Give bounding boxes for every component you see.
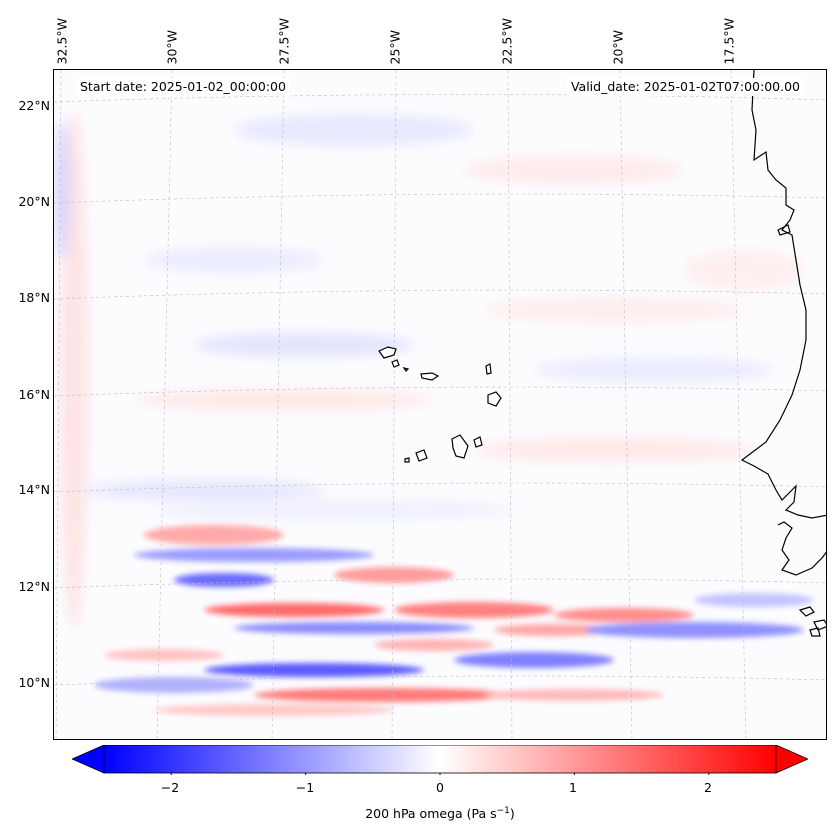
lat-label-20n: 20°N	[18, 194, 50, 209]
colorbar-tick-minus-2: −2	[160, 780, 180, 795]
lat-label-10n: 10°N	[18, 675, 50, 690]
colorbar-tick-1: 1	[569, 780, 577, 795]
lat-label-22n: 22°N	[18, 98, 50, 113]
lat-label-12n: 12°N	[18, 579, 50, 594]
strong-omega-band	[94, 525, 814, 716]
lat-label-18n: 18°N	[18, 290, 50, 305]
lon-label-22-5w: 22.5°W	[499, 18, 515, 65]
lon-label-32-5w: 32.5°W	[54, 18, 70, 65]
lon-label-17-5w: 17.5°W	[721, 18, 737, 65]
colorbar-tick-2: 2	[704, 780, 712, 795]
lat-label-14n: 14°N	[18, 482, 50, 497]
omega-field-map	[54, 70, 826, 739]
colorbar-tick-0: 0	[436, 780, 444, 795]
lon-label-27-5w: 27.5°W	[276, 18, 292, 65]
colorbar-tickmarks	[170, 773, 710, 775]
graticule	[54, 70, 826, 739]
colorbar-tick-minus-1: −1	[295, 780, 315, 795]
colorbar-label: 200 hPa omega (Pa s−1)	[365, 806, 515, 822]
colorbar-max-extend-arrow	[775, 745, 808, 774]
lon-label-30w: 30°W	[164, 29, 180, 65]
lon-label-20w: 20°W	[610, 29, 626, 65]
colorbar	[72, 745, 808, 775]
valid-date-label: Valid_date: 2025-01-02T07:00:00.00	[566, 78, 804, 96]
colorbar-gradient	[103, 745, 777, 774]
coastline	[740, 70, 826, 637]
map-panel[interactable]: Start date: 2025-01-02_00:00:00 Valid_da…	[53, 69, 827, 740]
start-date-label: Start date: 2025-01-02_00:00:00	[76, 78, 290, 96]
lon-label-25w: 25°W	[387, 29, 403, 65]
colorbar-min-extend-arrow	[72, 745, 105, 774]
lat-label-16n: 16°N	[18, 387, 50, 402]
cape-verde-islands	[378, 346, 502, 463]
weak-omega-patches	[54, 110, 804, 630]
